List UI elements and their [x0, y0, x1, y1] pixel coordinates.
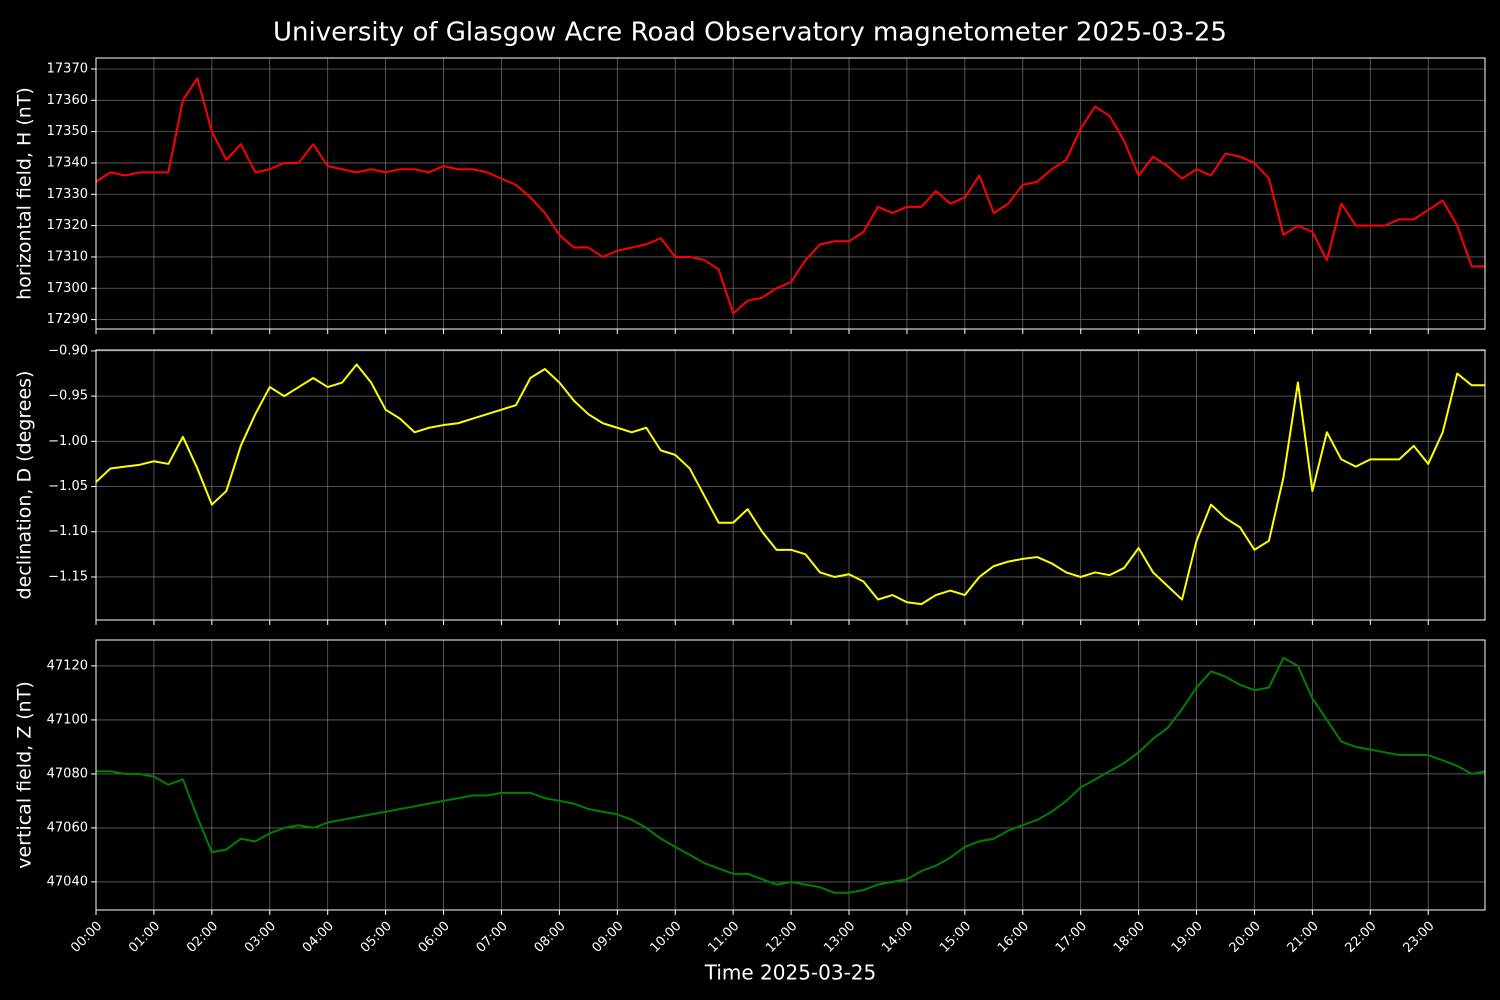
- plot-frame: [95, 57, 1486, 330]
- data-line: [95, 77, 1485, 315]
- x-tick-label: 22:00: [1343, 919, 1380, 956]
- x-tick-label: 01:00: [126, 919, 163, 956]
- y-tick-label: 47080: [47, 766, 88, 781]
- x-tick-label: 23:00: [1400, 919, 1437, 956]
- y-tick-label: 17340: [47, 155, 88, 170]
- y-tick-label: 17370: [47, 61, 88, 76]
- x-tick-label: 19:00: [1169, 919, 1206, 956]
- x-tick-label: 18:00: [1111, 919, 1148, 956]
- y-tick-label: −1.15: [48, 569, 88, 584]
- x-tick-label: 04:00: [300, 919, 337, 956]
- y-tick-label: 47060: [47, 820, 88, 835]
- y-tick-label: 17310: [47, 249, 88, 264]
- x-tick-label: 03:00: [242, 919, 279, 956]
- y-tick-label: 17330: [47, 187, 88, 202]
- x-tick-label: 06:00: [416, 919, 453, 956]
- x-tick-label: 09:00: [590, 919, 627, 956]
- x-tick-label: 17:00: [1053, 919, 1090, 956]
- y-axis-label: vertical field, Z (nT): [14, 681, 36, 869]
- y-tick-label: −1.05: [48, 479, 88, 494]
- x-tick-label: 10:00: [647, 919, 684, 956]
- y-tick-label: 47120: [47, 658, 88, 673]
- y-tick-label: −1.00: [48, 434, 88, 449]
- x-tick-label: 16:00: [995, 919, 1032, 956]
- x-tick-label: 00:00: [68, 919, 105, 956]
- plot-frame: [95, 639, 1486, 911]
- y-tick-label: −0.95: [48, 389, 88, 404]
- y-tick-label: 17350: [47, 124, 88, 139]
- y-tick-label: 47100: [47, 712, 88, 727]
- plot-area: [96, 350, 1485, 620]
- x-tick-label: 05:00: [358, 919, 395, 956]
- y-axis-label: horizontal field, H (nT): [14, 87, 36, 300]
- y-tick-label: −0.90: [48, 343, 88, 358]
- data-line: [96, 656, 1486, 894]
- chart-title: University of Glasgow Acre Road Observat…: [273, 18, 1227, 48]
- y-tick-label: 17320: [47, 218, 88, 233]
- x-tick-label: 12:00: [763, 919, 800, 956]
- x-tick-label: 08:00: [532, 919, 569, 956]
- y-tick-label: 17360: [47, 93, 88, 108]
- x-tick-label: 15:00: [937, 919, 974, 956]
- y-tick-label: 17290: [47, 312, 88, 327]
- x-tick-label: 20:00: [1227, 919, 1264, 956]
- data-line: [95, 363, 1485, 606]
- plot-area: [96, 640, 1485, 910]
- x-tick-label: 07:00: [474, 919, 511, 956]
- plot-frame: [95, 349, 1486, 621]
- y-tick-label: 47040: [47, 874, 88, 889]
- x-tick-label: 11:00: [705, 919, 742, 956]
- x-tick-label: 21:00: [1285, 919, 1322, 956]
- x-tick-label: 13:00: [821, 919, 858, 956]
- y-axis-label: declination, D (degrees): [14, 371, 36, 600]
- y-tick-label: −1.10: [48, 524, 88, 539]
- x-axis-label: Time 2025-03-25: [704, 961, 877, 985]
- y-tick-label: 17300: [47, 281, 88, 296]
- x-tick-label: 02:00: [184, 919, 221, 956]
- x-tick-label: 14:00: [879, 919, 916, 956]
